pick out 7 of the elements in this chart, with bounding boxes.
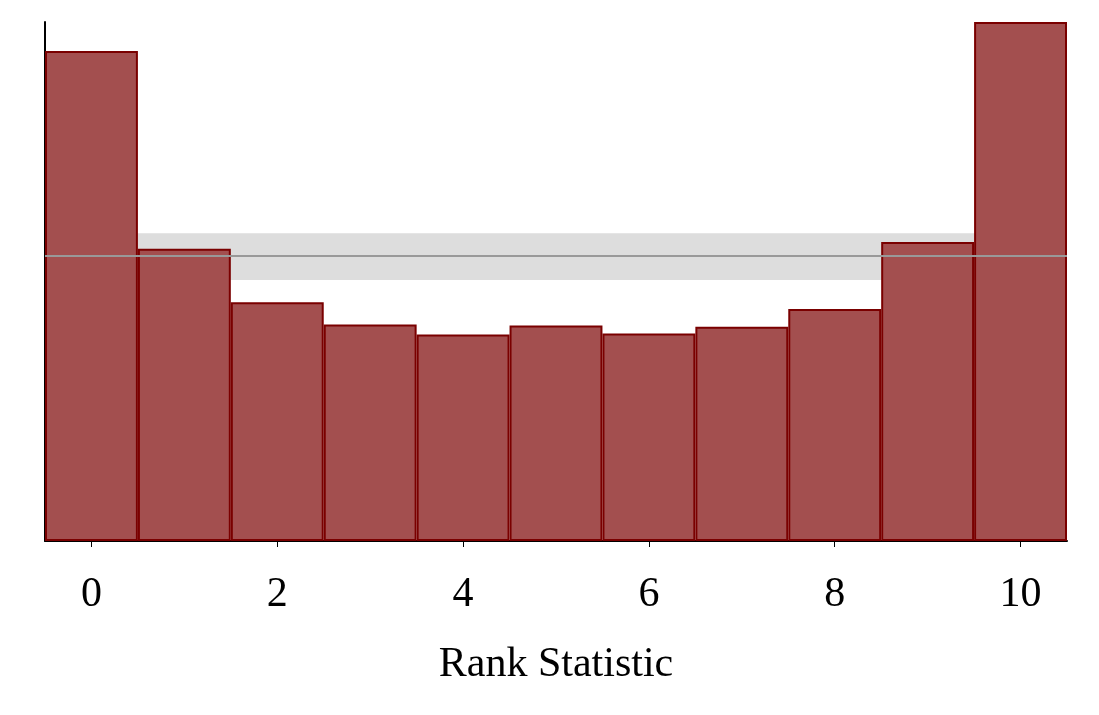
x-tick-label: 0 bbox=[80, 569, 102, 615]
x-tick-label: 2 bbox=[266, 569, 288, 615]
x-tick-label: 10 bbox=[999, 569, 1042, 615]
x-tick-label: 6 bbox=[638, 569, 660, 615]
x-tick-label: 8 bbox=[824, 569, 846, 615]
x-axis-title: Rank Statistic bbox=[438, 639, 674, 685]
x-tick-label: 4 bbox=[452, 569, 474, 615]
